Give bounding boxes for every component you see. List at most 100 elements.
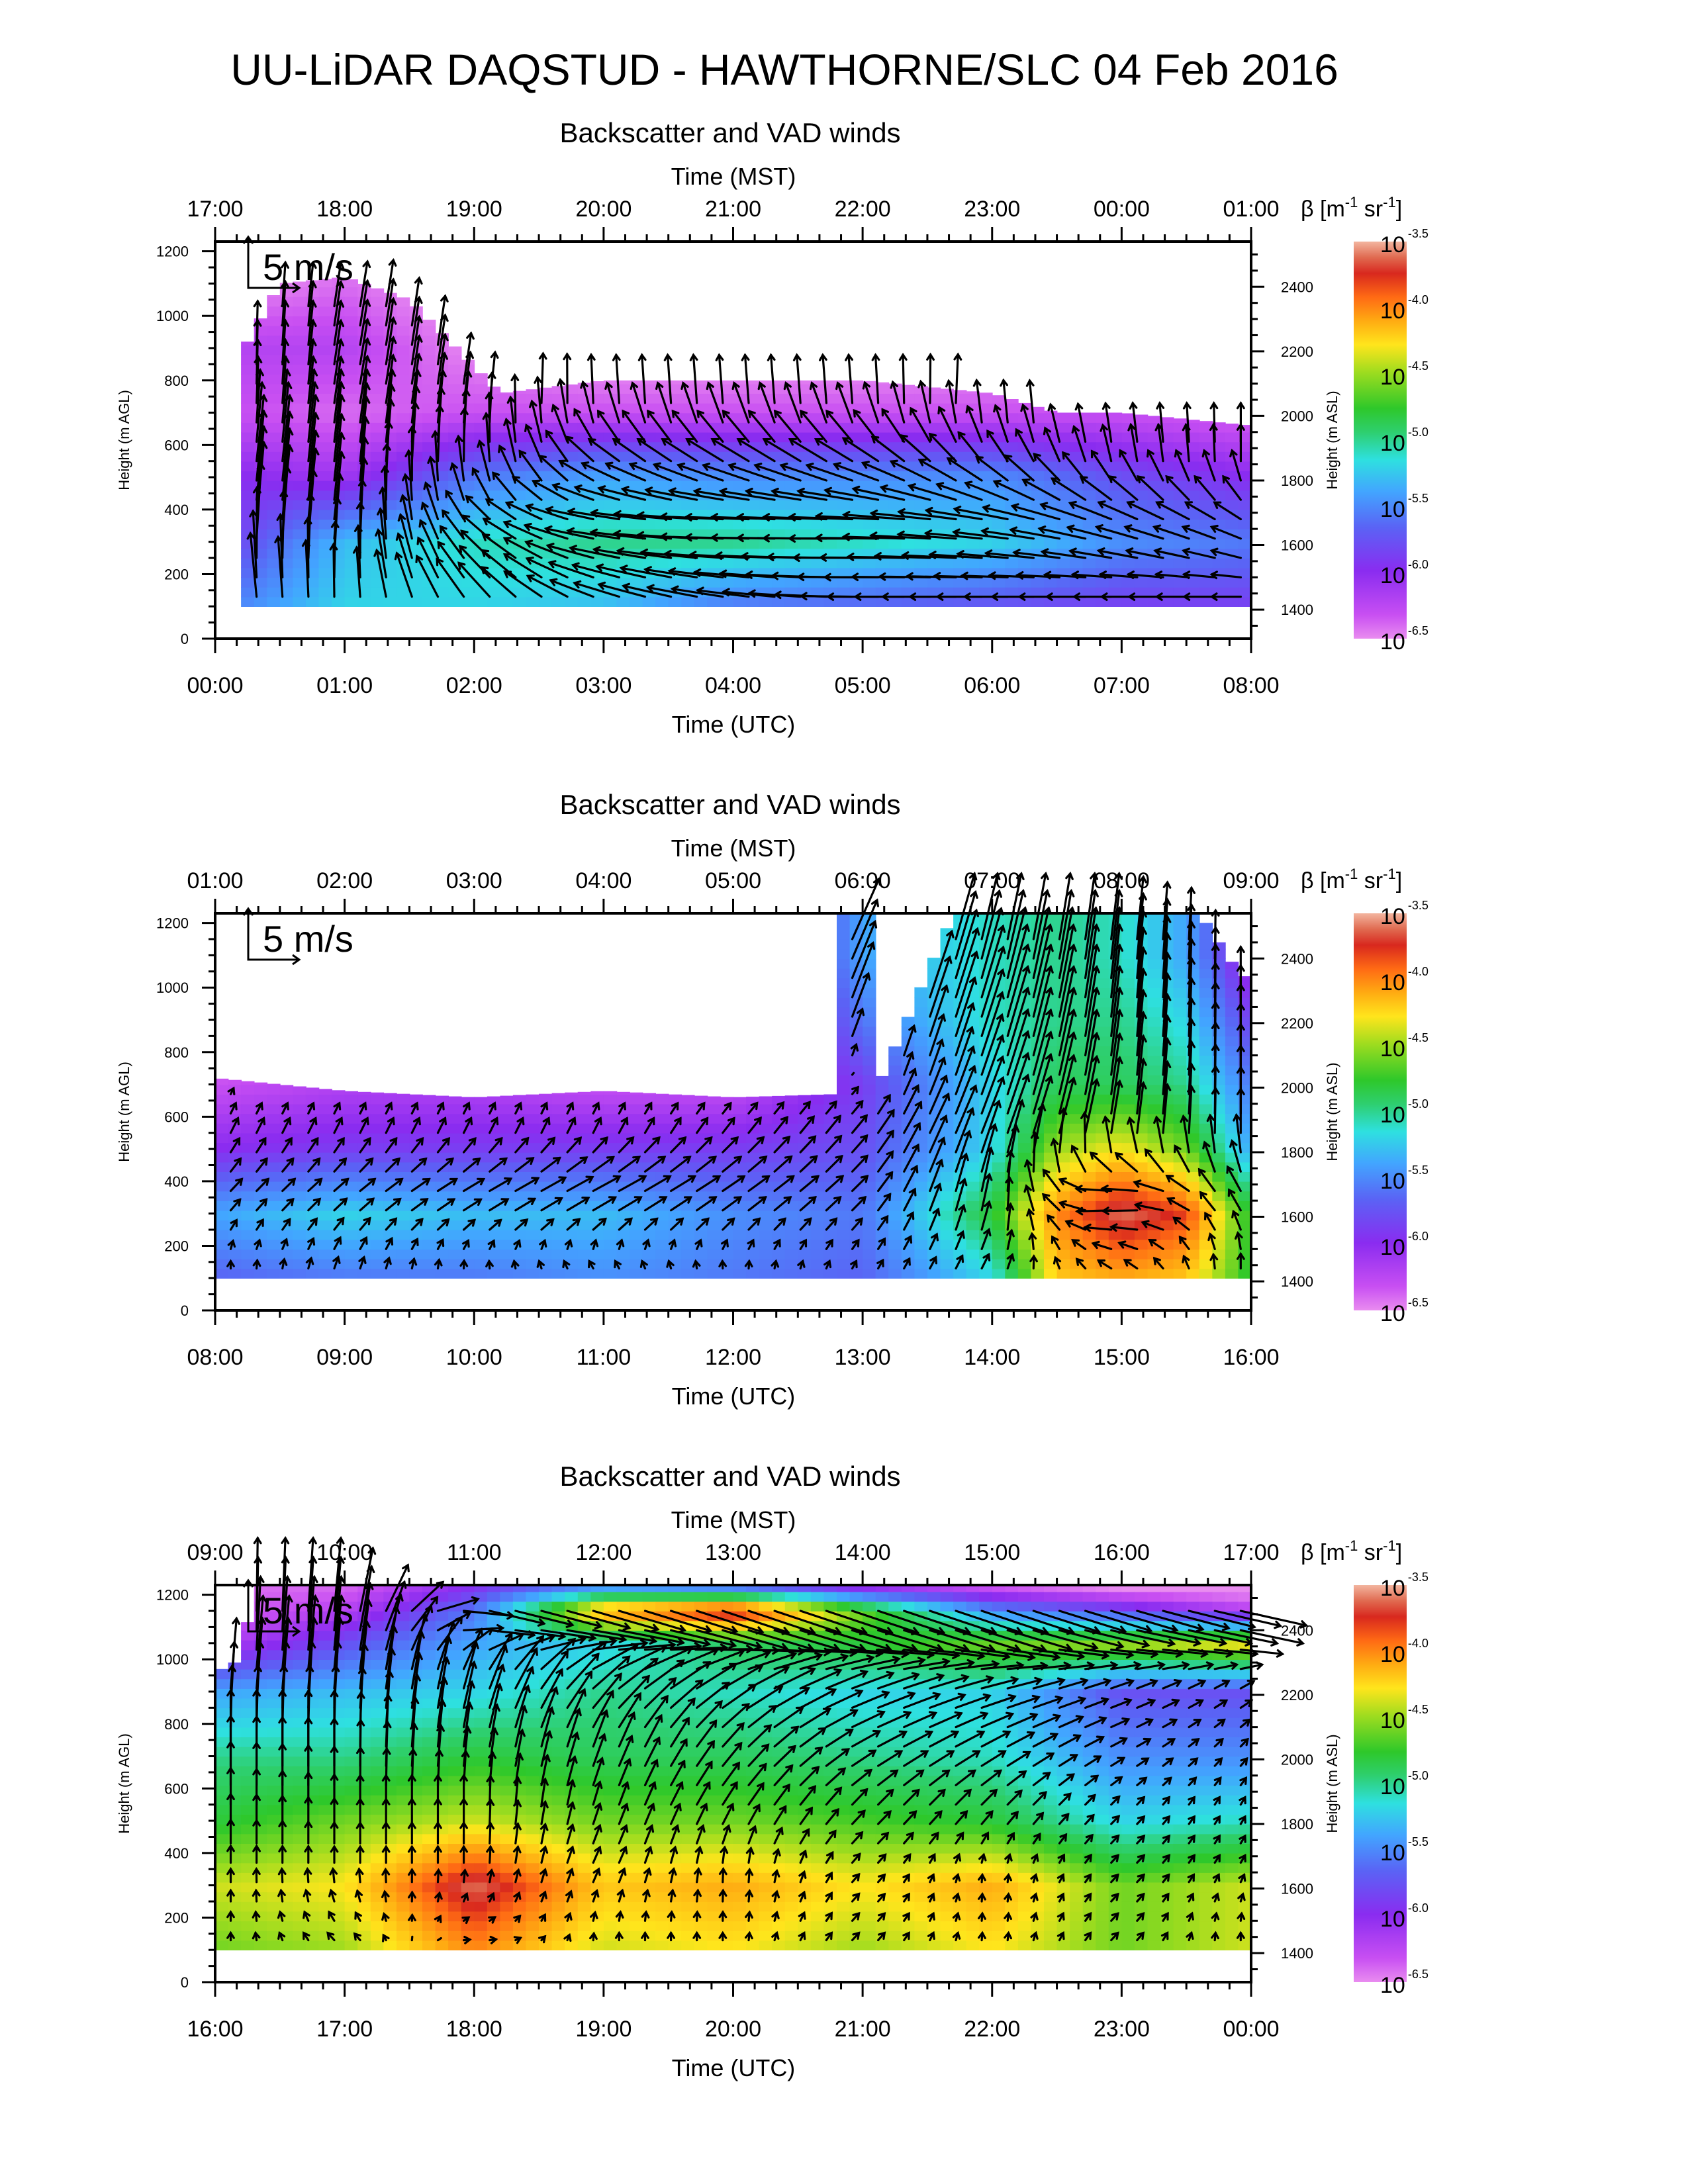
backscatter-cell [863, 558, 876, 569]
backscatter-cell [293, 1123, 306, 1134]
backscatter-cell [798, 422, 812, 433]
backscatter-cell [616, 1091, 630, 1095]
backscatter-cell [966, 1191, 980, 1201]
backscatter-cell [241, 577, 255, 588]
backscatter-cell [668, 577, 682, 588]
y-tick-label-right: 1400 [1281, 602, 1313, 618]
backscatter-cell [694, 1191, 708, 1201]
backscatter-cell [914, 1181, 928, 1192]
backscatter-cell [733, 441, 747, 452]
backscatter-cell [1160, 538, 1174, 549]
y-tick-label-right: 1600 [1281, 537, 1313, 554]
backscatter-cell [1031, 558, 1045, 569]
backscatter-cell [849, 1191, 863, 1201]
wind-vector [397, 513, 413, 559]
backscatter-cell [293, 383, 306, 394]
backscatter-cell [1173, 577, 1187, 588]
backscatter-cell [707, 577, 721, 588]
backscatter-cell [784, 1161, 799, 1172]
wind-shaft [307, 447, 317, 521]
backscatter-cell [798, 519, 812, 529]
backscatter-cell [901, 422, 915, 433]
backscatter-cell [487, 1268, 501, 1279]
backscatter-cell [655, 1093, 669, 1095]
backscatter-cell [746, 596, 760, 607]
backscatter-cell [603, 538, 618, 549]
backscatter-cell [694, 451, 708, 462]
backscatter-cell [733, 1259, 747, 1269]
backscatter-cell [448, 1239, 462, 1250]
backscatter-cell [888, 1084, 902, 1095]
backscatter-cell [655, 538, 669, 549]
backscatter-cell [875, 538, 890, 549]
backscatter-cell [810, 1268, 825, 1279]
wind-shaft [359, 416, 367, 482]
backscatter-cell [1082, 577, 1097, 588]
backscatter-cell [694, 461, 708, 472]
backscatter-cell [784, 558, 799, 569]
backscatter-cell [603, 1249, 618, 1259]
backscatter-cell [927, 387, 941, 394]
backscatter-cell [784, 1220, 799, 1230]
backscatter-cell [448, 383, 462, 394]
backscatter-cell [914, 538, 928, 549]
backscatter-cell [603, 1103, 618, 1115]
backscatter-cell [267, 1259, 281, 1269]
backscatter-cell [823, 500, 837, 510]
backscatter-cell [293, 1152, 306, 1163]
backscatter-cell [1031, 500, 1045, 510]
backscatter-cell [448, 393, 462, 404]
backscatter-cell [474, 422, 488, 433]
backscatter-cell [746, 383, 760, 394]
backscatter-cell [293, 1086, 306, 1095]
backscatter-cell [1108, 538, 1123, 549]
backscatter-cell [435, 577, 449, 588]
backscatter-cell [681, 1249, 695, 1259]
backscatter-cell [254, 558, 268, 569]
backscatter-cell [344, 1268, 358, 1279]
backscatter-cell [875, 1084, 890, 1095]
backscatter-cell [1108, 451, 1123, 462]
backscatter-cell [461, 1210, 475, 1221]
backscatter-cell [616, 1191, 630, 1201]
backscatter-cell [863, 1074, 876, 1085]
backscatter-cell [1108, 558, 1123, 569]
backscatter-cell [914, 1036, 928, 1046]
backscatter-cell [759, 380, 773, 385]
bottom-axis-label: Time (UTC) [672, 711, 796, 738]
y-tick-label: 0 [181, 631, 189, 647]
backscatter-cell [863, 1055, 876, 1066]
backscatter-cell [1056, 412, 1070, 423]
backscatter-cell [241, 587, 255, 598]
backscatter-cell [1108, 490, 1123, 500]
backscatter-cell [784, 529, 799, 539]
backscatter-cell [694, 380, 708, 385]
backscatter-cell [526, 1123, 539, 1134]
wind-shaft [359, 299, 369, 346]
backscatter-cell [539, 471, 553, 481]
backscatter-cell [539, 1230, 553, 1240]
backscatter-cell [772, 1171, 786, 1182]
backscatter-cell [720, 1152, 734, 1163]
backscatter-cell [1082, 412, 1097, 423]
colorbar-tick-exponent: -3.5 [1408, 227, 1429, 240]
backscatter-cell [927, 558, 941, 569]
backscatter-cell [1096, 480, 1109, 491]
backscatter-cell [746, 538, 760, 549]
x-tick-label: 08:00 [1223, 673, 1279, 698]
backscatter-cell [318, 325, 332, 336]
colorbar-tick-base: 10 [1380, 298, 1405, 324]
wind-shaft [333, 338, 342, 385]
backscatter-cell [267, 345, 281, 355]
backscatter-cell [863, 1103, 876, 1115]
backscatter-cell [1212, 461, 1226, 472]
backscatter-cell [267, 1113, 281, 1124]
backscatter-cell [1056, 500, 1070, 510]
backscatter-cell [1044, 538, 1058, 549]
backscatter-cell [1056, 538, 1070, 549]
backscatter-cell [1199, 500, 1213, 510]
backscatter-cell [733, 412, 747, 423]
backscatter-cell [448, 1259, 462, 1269]
backscatter-cell [318, 1191, 332, 1201]
backscatter-cell [707, 1220, 721, 1230]
